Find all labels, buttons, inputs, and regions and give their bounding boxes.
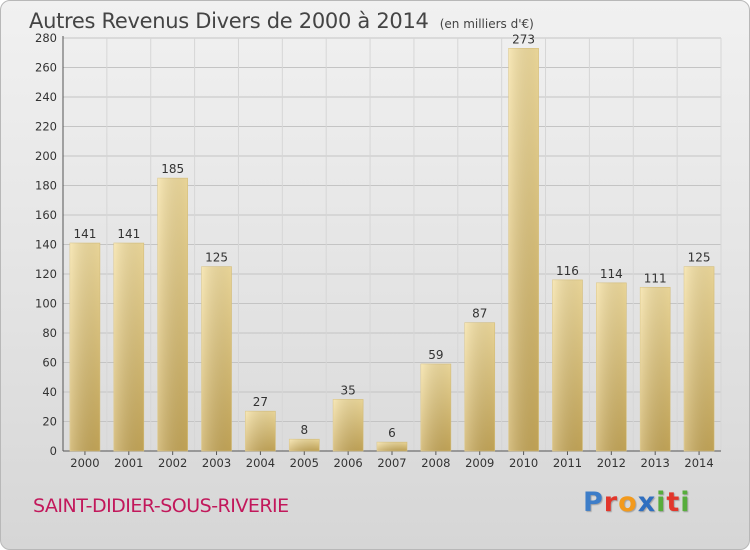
x-tick-label: 2008 [421,456,450,470]
x-tick-label: 2010 [509,456,538,470]
y-tick-label: 180 [35,179,57,193]
bar-highlight [201,266,232,451]
y-tick-label: 20 [42,415,57,429]
bar-layer [69,48,715,452]
bar-value-label: 125 [205,251,228,265]
bar-value-label: 35 [340,383,355,397]
proxiti-logo: Proxiti [583,487,691,518]
bar-value-label: 141 [73,227,96,241]
bar-highlight [552,279,583,451]
x-tick-label: 2005 [290,456,319,470]
y-tick-label: 40 [42,385,57,399]
bar-highlight [640,287,671,451]
bar-highlight [245,411,276,451]
bar-value-label: 27 [253,395,268,409]
bar-value-label: 185 [161,162,184,176]
bar-value-label: 87 [472,307,487,321]
y-tick-label: 200 [35,149,57,163]
x-tick-label: 2007 [377,456,406,470]
x-tick-label: 2014 [684,456,713,470]
x-tick-label: 2013 [641,456,670,470]
y-tick-label: 280 [35,31,57,45]
x-tick-label: 2009 [465,456,494,470]
y-tick-label: 100 [35,297,57,311]
bar-value-label: 116 [556,264,579,278]
bar-value-label: 8 [300,423,308,437]
bar-highlight [420,363,451,451]
bar-value-label: 273 [512,32,535,46]
x-tick-label: 2002 [158,456,187,470]
bar-highlight [464,322,495,451]
y-tick-label: 120 [35,267,57,281]
bar-highlight [289,439,320,451]
y-tick-label: 260 [35,61,57,75]
y-tick-label: 140 [35,238,57,252]
x-tick-label: 2012 [597,456,626,470]
x-tick-label: 2004 [246,456,275,470]
chart-title: Autres Revenus Divers de 2000 à 2014 [29,9,429,33]
x-tick-label: 2006 [333,456,362,470]
y-tick-label: 240 [35,90,57,104]
chart-unit: (en milliers d'€) [439,17,534,31]
bar-value-label: 111 [644,271,667,285]
label-layer: 0 20 40 60 80 100 120 140 160 180 200 220 240 260 280 1… [35,31,714,470]
bar-highlight [69,243,100,451]
bar-highlight [113,243,144,451]
x-tick-label: 2000 [70,456,99,470]
bar-value-label: 6 [388,426,396,440]
y-tick-label: 60 [42,356,57,370]
bar-value-label: 141 [117,227,140,241]
y-tick-label: 80 [42,326,57,340]
bar-value-label: 125 [688,251,711,265]
y-tick-label: 160 [35,208,57,222]
commune-name: SAINT-DIDIER-SOUS-RIVERIE [33,495,289,517]
x-tick-label: 2001 [114,456,143,470]
bar-highlight [377,442,407,451]
bar-value-label: 114 [600,267,623,281]
y-tick-label: 220 [35,120,57,134]
x-tick-label: 2003 [202,456,231,470]
bar-highlight [596,282,627,451]
x-tick-label: 2011 [553,456,582,470]
bar-highlight [157,178,188,451]
title-row: Autres Revenus Divers de 2000 à 2014 (en… [29,9,534,33]
y-tick-label: 0 [50,444,57,458]
bar-value-label: 59 [428,348,443,362]
bar-highlight [508,48,539,451]
bar-highlight [684,266,715,451]
bar-highlight [333,399,364,451]
